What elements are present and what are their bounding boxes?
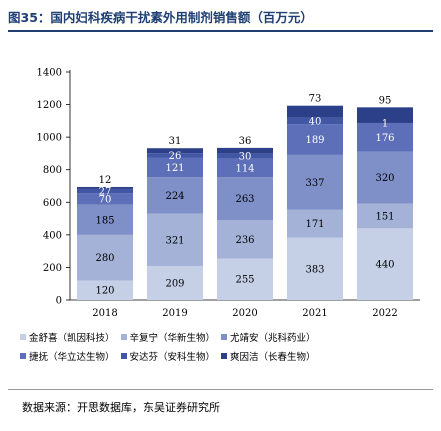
bar-segment <box>217 258 273 300</box>
x-category-label: 2020 <box>232 308 257 319</box>
y-tick-label: 1200 <box>37 100 62 111</box>
bar-segment <box>217 147 273 154</box>
legend-label: 辛复宁（华新生物） <box>129 333 216 344</box>
bar-segment <box>287 117 343 125</box>
bar-segment <box>77 188 133 194</box>
bar-value-label: 280 <box>95 253 114 264</box>
bar-segment <box>357 151 413 204</box>
bar-segment <box>287 209 343 238</box>
bar-segment <box>357 203 413 229</box>
legend-item: 辛复宁（华新生物） <box>120 330 216 344</box>
legend-swatch <box>20 334 26 340</box>
bar-segment <box>217 158 273 178</box>
legend-label: 尤靖安（兆科药业） <box>230 333 316 344</box>
bar-segment <box>147 148 203 154</box>
bar-value-label: 151 <box>375 212 394 223</box>
bar-value-label: 176 <box>375 133 394 144</box>
bar-segment <box>77 280 133 300</box>
y-tick-label: 400 <box>43 230 62 241</box>
bar-value-label: 12 <box>99 175 112 186</box>
bar-value-label: 171 <box>305 219 324 230</box>
bar-value-label: 36 <box>239 136 252 147</box>
bar-value-label: 383 <box>305 264 324 275</box>
x-category-label: 2022 <box>372 308 397 319</box>
source-divider <box>8 389 433 390</box>
bar-segment <box>147 213 203 266</box>
bar-value-label: 189 <box>305 135 324 146</box>
bar-segment <box>287 154 343 210</box>
bar-segment <box>217 177 273 221</box>
data-source-note: 数据来源：开思数据库，东吴证券研究所 <box>22 401 220 414</box>
bar-value-label: 26 <box>169 151 182 162</box>
legend-item: 爽因洁（长春生物） <box>221 349 316 363</box>
y-tick-label: 0 <box>56 296 62 307</box>
bar-segment <box>217 153 273 159</box>
bar-segment <box>147 177 203 214</box>
bar-segment <box>357 107 413 123</box>
bar-value-label: 337 <box>305 178 324 189</box>
bar-value-label: 255 <box>235 275 254 286</box>
legend-swatch <box>221 334 228 340</box>
bar-value-label: 114 <box>235 163 254 174</box>
bar-value-label: 40 <box>309 116 322 127</box>
bar-segment <box>217 220 273 259</box>
bar-segment <box>77 204 133 235</box>
x-category-label: 2019 <box>162 308 187 319</box>
bar-value-label: 236 <box>235 235 254 246</box>
y-tick-label: 1000 <box>37 133 62 144</box>
bar-segment <box>287 105 343 118</box>
bar-segment <box>147 153 203 158</box>
bar-value-label: 121 <box>165 163 184 174</box>
y-tick-label: 200 <box>43 263 62 274</box>
bar-value-label: 440 <box>375 260 394 271</box>
chart-legend: 金舒喜（凯因科技） 辛复宁（华新生物） 尤靖安（兆科药业） 捷抚（华立达生物） 安达芬（… <box>20 330 440 368</box>
stacked-bar-chart: 0200400600800100012001400120280185702712… <box>37 68 420 319</box>
legend-row: 金舒喜（凯因科技） 辛复宁（华新生物） 尤靖安（兆科药业） <box>20 330 440 344</box>
legend-row: 捷抚（华立达生物） 安达芬（安科生物） 爽因洁（长春生物） <box>20 349 440 363</box>
bar-segment <box>287 124 343 155</box>
bar-value-label: 185 <box>95 215 114 226</box>
y-tick-label: 800 <box>43 165 62 176</box>
bar-value-label: 320 <box>375 173 394 184</box>
legend-swatch <box>20 353 26 359</box>
x-category-label: 2018 <box>92 308 117 319</box>
bar-value-label: 209 <box>165 278 184 289</box>
bar-value-label: 120 <box>95 286 114 297</box>
bar-segment <box>77 193 133 205</box>
legend-label: 爽因洁（长春生物） <box>230 352 316 363</box>
legend-item: 金舒喜（凯因科技） <box>20 330 115 344</box>
legend-item: 安达芬（安科生物） <box>120 349 216 363</box>
legend-swatch <box>120 353 127 359</box>
bar-value-label: 1 <box>382 118 388 129</box>
bar-value-label: 70 <box>99 195 112 206</box>
bar-value-label: 263 <box>235 194 254 205</box>
bar-segment <box>77 186 133 189</box>
bar-segment <box>147 157 203 178</box>
bar-value-label: 321 <box>165 235 184 246</box>
bar-segment <box>147 265 203 300</box>
bar-value-label: 95 <box>379 95 392 106</box>
bar-value-label: 27 <box>99 187 112 198</box>
y-tick-label: 1400 <box>37 68 62 79</box>
legend-swatch <box>120 334 127 340</box>
bar-segment <box>357 122 413 152</box>
legend-label: 捷抚（华立达生物） <box>29 352 115 363</box>
bar-value-label: 30 <box>239 152 252 163</box>
bar-value-label: 73 <box>309 94 322 105</box>
x-category-label: 2021 <box>302 308 327 319</box>
bar-segment <box>77 234 133 281</box>
bar-segment <box>287 237 343 300</box>
chart-title: 图35：国内妇科疾病干扰素外用制剂销售额（百万元） <box>8 10 313 25</box>
bar-value-label: 224 <box>165 191 184 202</box>
legend-swatch <box>221 353 228 359</box>
y-tick-label: 600 <box>43 198 62 209</box>
legend-label: 金舒喜（凯因科技） <box>29 333 115 344</box>
bar-segment <box>357 228 413 300</box>
legend-item: 尤靖安（兆科药业） <box>221 330 316 344</box>
title-divider <box>8 30 433 32</box>
legend-label: 安达芬（安科生物） <box>129 352 216 363</box>
legend-item: 捷抚（华立达生物） <box>20 349 115 363</box>
bar-value-label: 31 <box>169 136 182 147</box>
